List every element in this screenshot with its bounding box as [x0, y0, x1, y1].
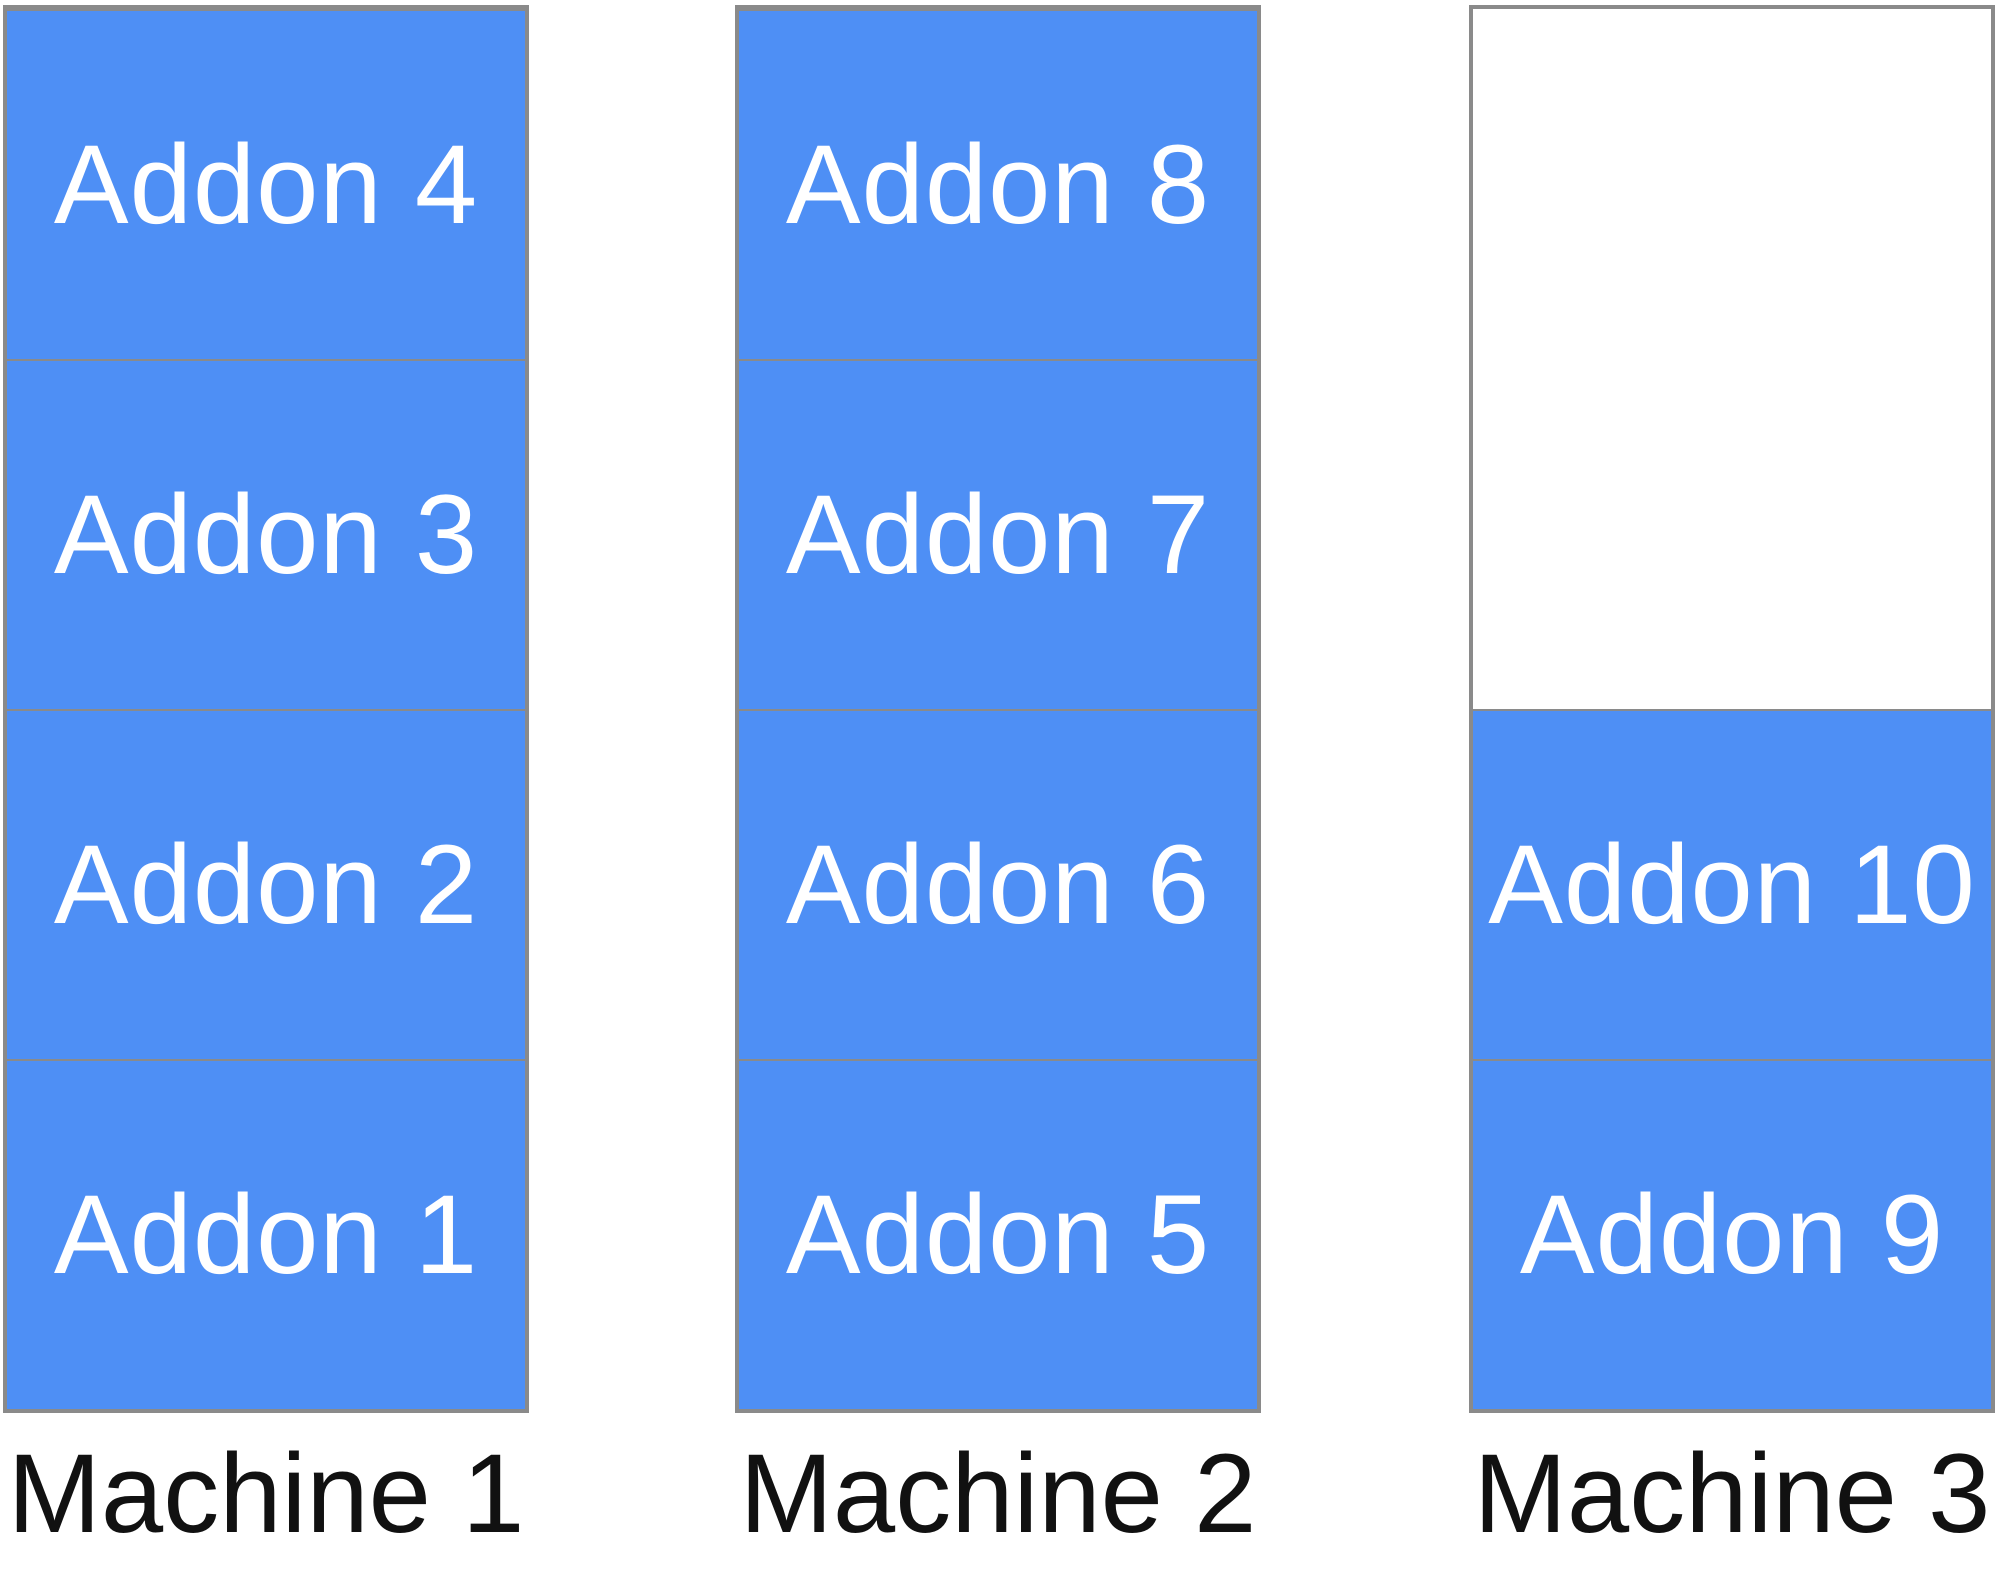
addon-slot: Addon 4: [7, 9, 525, 359]
addon-label: Addon 4: [53, 122, 479, 247]
addon-slot: Addon 5: [739, 1059, 1257, 1409]
machine-2-label: Machine 2: [739, 1431, 1257, 1556]
addon-slot: Addon 9: [1473, 1059, 1991, 1409]
addon-label: Addon 10: [1488, 822, 1976, 947]
machine-2-container: Addon 5 Addon 6 Addon 7 Addon 8: [735, 5, 1261, 1413]
addon-slot: Addon 6: [739, 709, 1257, 1059]
addon-slot: Addon 10: [1473, 709, 1991, 1059]
empty-slot: [1473, 359, 1991, 709]
machine-3-label: Machine 3: [1473, 1431, 1991, 1556]
addon-label: Addon 7: [785, 472, 1211, 597]
addon-label: Addon 2: [53, 822, 479, 947]
machine-1-label: Machine 1: [7, 1431, 525, 1556]
machine-1-container: Addon 1 Addon 2 Addon 3 Addon 4: [3, 5, 529, 1413]
addon-slot: Addon 3: [7, 359, 525, 709]
addon-slot: Addon 7: [739, 359, 1257, 709]
addon-label: Addon 9: [1519, 1172, 1945, 1297]
addon-slot: Addon 1: [7, 1059, 525, 1409]
addon-slot: Addon 2: [7, 709, 525, 1059]
addon-slot: Addon 8: [739, 9, 1257, 359]
addon-label: Addon 6: [785, 822, 1211, 947]
machine-3-container: Addon 9 Addon 10: [1469, 5, 1995, 1413]
addon-label: Addon 3: [53, 472, 479, 597]
empty-slot: [1473, 9, 1991, 359]
addon-label: Addon 1: [53, 1172, 479, 1297]
addon-label: Addon 5: [785, 1172, 1211, 1297]
addon-label: Addon 8: [785, 122, 1211, 247]
